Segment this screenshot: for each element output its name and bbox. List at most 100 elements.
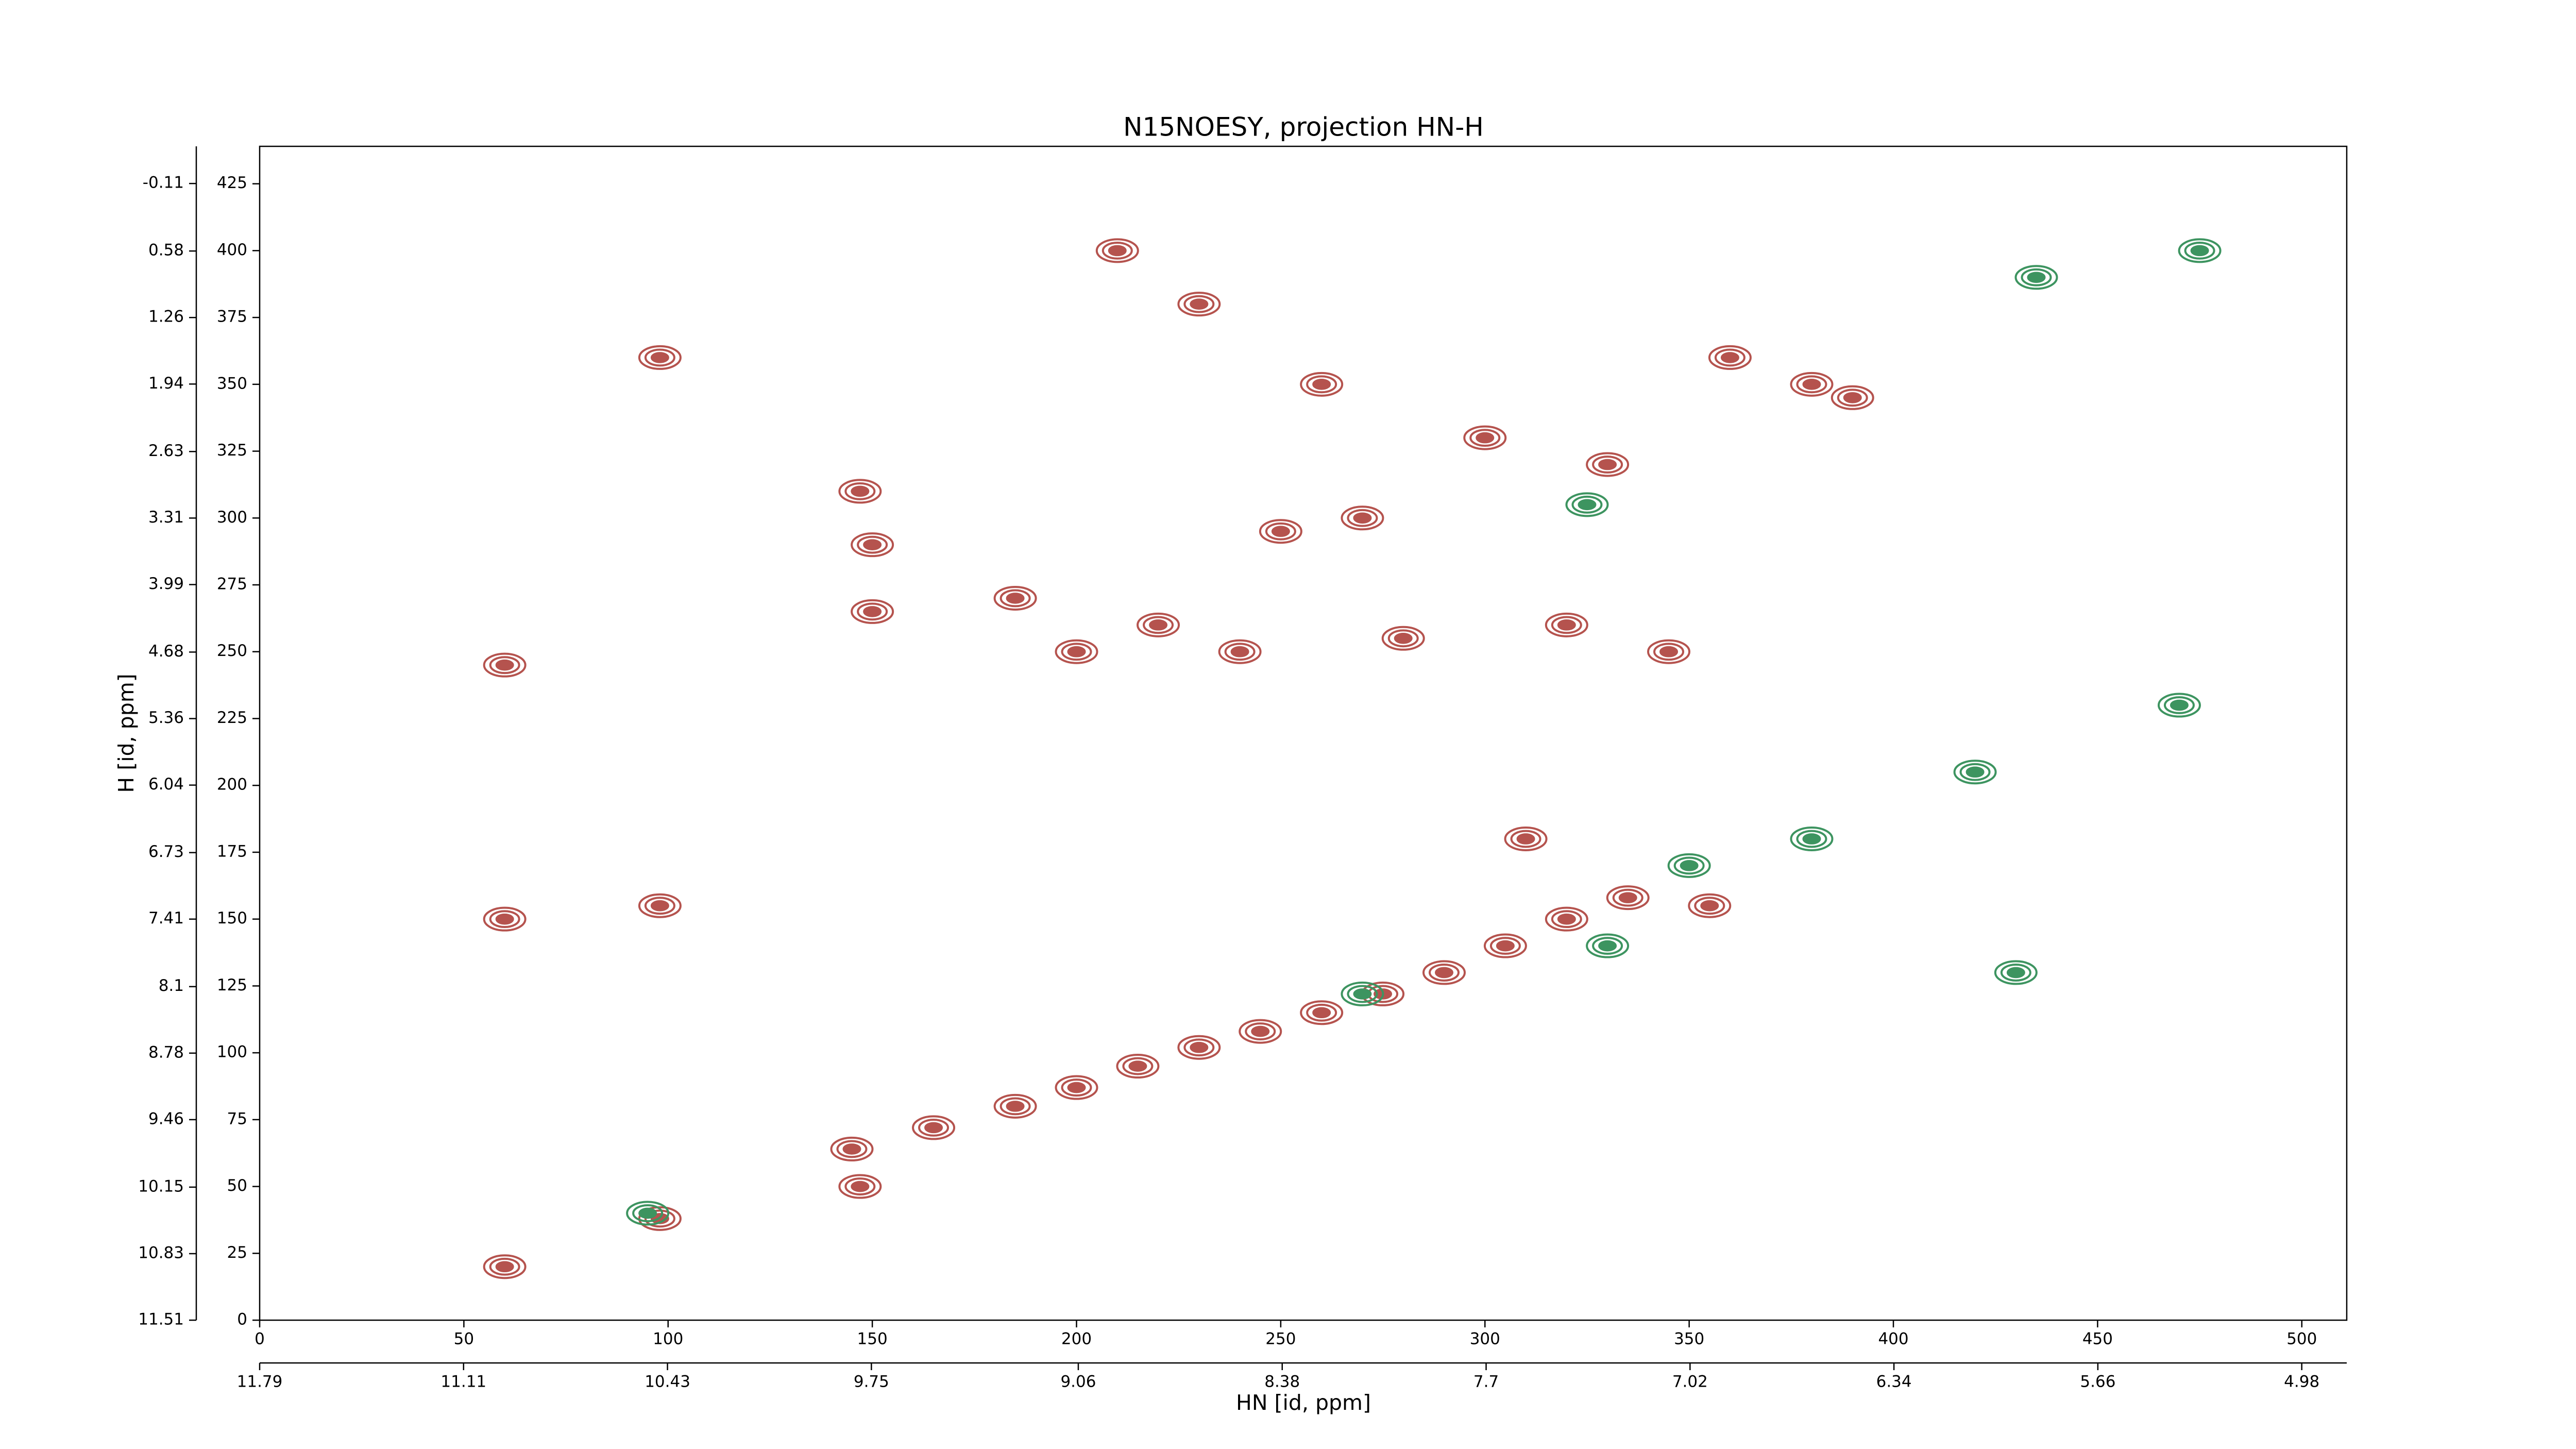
contour-peak [842, 1143, 861, 1155]
contour-peak [489, 1257, 520, 1276]
contour-peak [1565, 492, 1609, 517]
y2-tick-label: 8.1 [159, 976, 184, 995]
contour-peak [495, 659, 514, 671]
x2-tick-label: 7.7 [1473, 1373, 1499, 1391]
contour-peak [489, 910, 520, 929]
contour-peak [2178, 238, 2222, 263]
contour-peak [1545, 612, 1588, 637]
x-tick-label: 150 [857, 1330, 888, 1349]
contour-peak [632, 1204, 664, 1222]
contour-peak [1802, 379, 1821, 390]
x-tick-label: 100 [653, 1330, 683, 1349]
contour-peak [650, 900, 669, 912]
contour-peak [1143, 616, 1174, 634]
contour-peak [1218, 639, 1262, 664]
contour-peak [1394, 632, 1413, 644]
contour-peak [1653, 643, 1685, 661]
contour-peak [2170, 699, 2189, 711]
contour-peak [1790, 372, 1834, 397]
y-tick-label: 125 [217, 976, 247, 995]
y-tick-label: 200 [217, 776, 247, 794]
contour-peak [638, 345, 682, 370]
contour-peak [1557, 913, 1576, 925]
contour-peak [1137, 612, 1180, 637]
contour-peak [1802, 833, 1821, 845]
x-tick-label: 300 [1470, 1330, 1500, 1349]
x-tick-label: 500 [2286, 1330, 2317, 1349]
contour-peak [1667, 853, 1711, 878]
contour-peak [1708, 345, 1752, 370]
contour-peak [1353, 512, 1372, 524]
contour-peak [1347, 509, 1378, 527]
contour-peak [1300, 372, 1344, 397]
x2-tick-label: 7.02 [1672, 1373, 1708, 1391]
contour-peak [1557, 619, 1576, 631]
contour-peak [1688, 893, 1732, 918]
contour-peak [1551, 616, 1582, 634]
contour-peak [644, 348, 675, 367]
contour-peak [1545, 906, 1588, 932]
contour-peak [1612, 888, 1643, 907]
contour-peak [1435, 967, 1454, 979]
contour-peak [1483, 933, 1527, 958]
contour-peak [2157, 693, 2201, 718]
contour-peak [851, 485, 870, 497]
contour-peak [851, 599, 894, 624]
contour-peak [1843, 392, 1862, 403]
contour-peak [836, 1140, 868, 1158]
contour-peak [495, 1261, 514, 1273]
contour-peak [924, 1122, 943, 1134]
plot-frame [259, 145, 2348, 1321]
contour-peak [1831, 385, 1874, 410]
contour-peak [1341, 981, 1384, 1006]
contour-peak [1463, 425, 1507, 450]
y2-tick-label: 10.15 [138, 1177, 184, 1195]
contour-peak [2027, 272, 2046, 283]
contour-peak [1592, 456, 1623, 474]
x2-tick-label: 9.06 [1060, 1373, 1096, 1391]
contour-peak [1183, 1038, 1215, 1057]
x-tick-label: 250 [1265, 1330, 1296, 1349]
contour-peak [1312, 1007, 1331, 1019]
contour-peak [1790, 826, 1834, 851]
contour-peak [1422, 960, 1466, 985]
contour-peak [1347, 985, 1378, 1003]
contour-peak [1720, 352, 1739, 363]
y2-tick-label: 1.26 [148, 308, 184, 326]
contour-peak [495, 913, 514, 925]
x2-tick-label: 11.11 [440, 1373, 486, 1391]
y-tick-label: 100 [217, 1043, 247, 1062]
contour-peak [1183, 295, 1215, 313]
contour-peak [1245, 1022, 1276, 1040]
contour-peak [2021, 268, 2052, 287]
contour-peak [1673, 856, 1705, 875]
y-tick-label: 175 [217, 842, 247, 861]
contour-peak [863, 606, 882, 617]
contour-peak [1694, 897, 1725, 915]
contour-peak [1055, 639, 1098, 664]
contour-peak [1128, 1060, 1147, 1072]
contour-peak [851, 1181, 870, 1192]
contour-peak [918, 1118, 950, 1137]
x2-tick-label: 6.34 [1876, 1373, 1912, 1391]
contour-peak [1381, 626, 1425, 651]
contour-peak [838, 1174, 882, 1199]
contour-peak [1516, 833, 1535, 845]
y2-tick-label: 0.58 [148, 241, 184, 260]
y2-tick-label: 10.83 [138, 1243, 184, 1262]
contour-peak [1618, 892, 1637, 903]
contour-peak [1700, 900, 1719, 912]
x2-tick-label: 11.79 [237, 1373, 283, 1391]
y-tick-label: 50 [227, 1176, 247, 1195]
contour-peak [1796, 830, 1827, 848]
contour-peak [2006, 967, 2025, 979]
contour-peak [1647, 639, 1691, 664]
contour-peak [1496, 940, 1515, 952]
contour-peak [1551, 910, 1582, 929]
contour-peak [993, 585, 1037, 611]
contour-peak [483, 652, 527, 678]
y2-tick-label: 9.46 [148, 1109, 184, 1128]
contour-peak [1177, 1035, 1221, 1060]
contour-peak [483, 906, 527, 932]
